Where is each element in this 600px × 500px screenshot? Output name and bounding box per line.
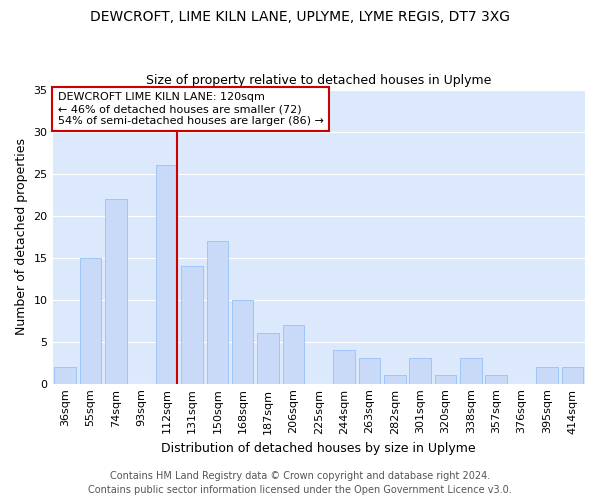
Bar [359,358,380,384]
Bar [485,376,507,384]
Bar [384,376,406,384]
Text: DEWCROFT, LIME KILN LANE, UPLYME, LYME REGIS, DT7 3XG: DEWCROFT, LIME KILN LANE, UPLYME, LYME R… [90,10,510,24]
Bar [181,266,203,384]
Bar [80,258,101,384]
Bar [105,199,127,384]
Bar [232,300,253,384]
X-axis label: Distribution of detached houses by size in Uplyme: Distribution of detached houses by size … [161,442,476,455]
Text: Contains HM Land Registry data © Crown copyright and database right 2024.
Contai: Contains HM Land Registry data © Crown c… [88,471,512,495]
Bar [562,367,583,384]
Bar [435,376,457,384]
Bar [460,358,482,384]
Bar [283,325,304,384]
Bar [156,165,178,384]
Bar [409,358,431,384]
Bar [257,334,279,384]
Title: Size of property relative to detached houses in Uplyme: Size of property relative to detached ho… [146,74,491,87]
Bar [55,367,76,384]
Bar [334,350,355,384]
Text: DEWCROFT LIME KILN LANE: 120sqm
← 46% of detached houses are smaller (72)
54% of: DEWCROFT LIME KILN LANE: 120sqm ← 46% of… [58,92,324,126]
Bar [536,367,558,384]
Bar [206,241,228,384]
Y-axis label: Number of detached properties: Number of detached properties [15,138,28,335]
